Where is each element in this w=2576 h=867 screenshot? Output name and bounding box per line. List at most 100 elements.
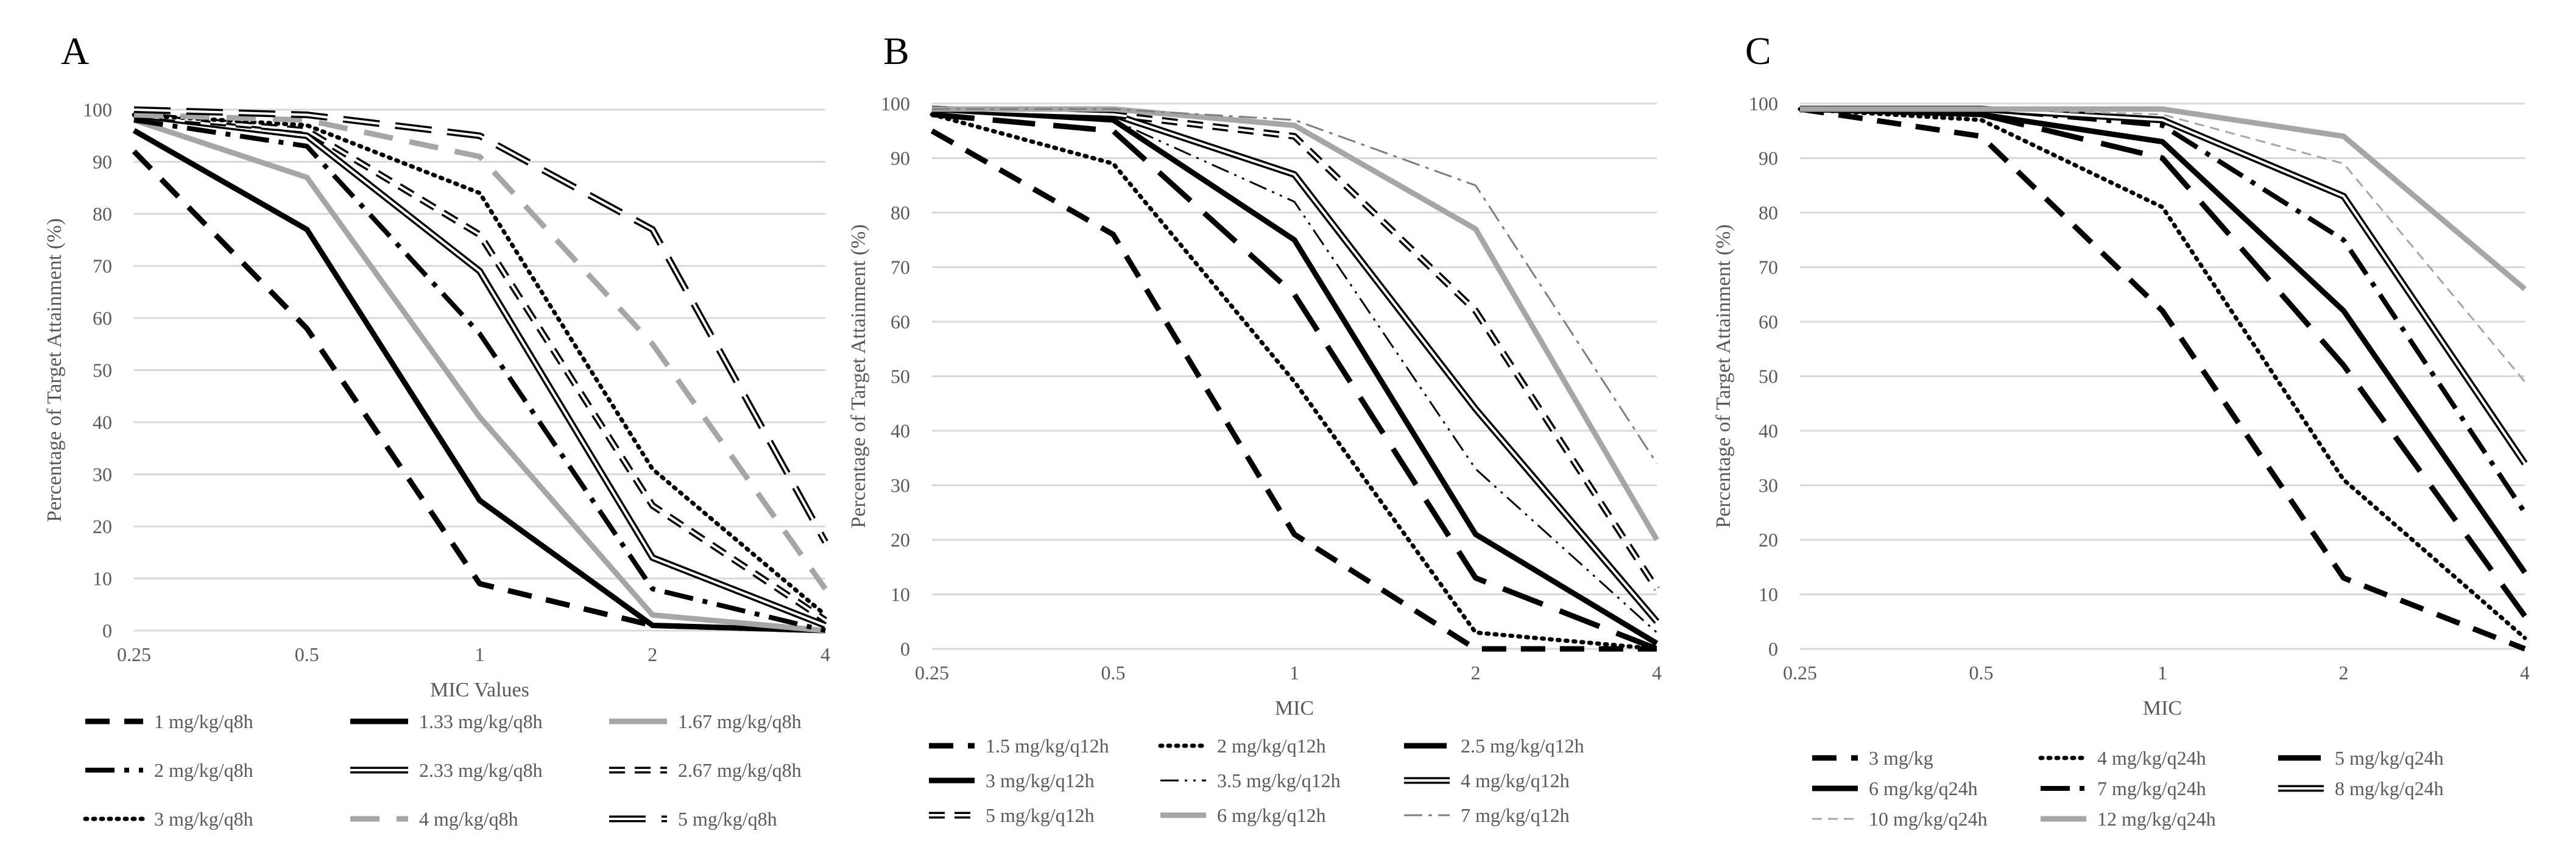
legend-item: 2.67 mg/kg/q8h [609, 759, 802, 781]
series-line [1799, 106, 2527, 618]
y-tick-label: 20 [1759, 529, 1778, 551]
y-tick-label: 30 [891, 475, 910, 497]
x-tick-label: 2 [1471, 662, 1481, 684]
y-tick-label: 80 [1759, 202, 1778, 224]
legend-label: 10 mg/kg/q24h [1869, 808, 1988, 830]
x-tick-label: 0.25 [915, 662, 949, 684]
legend-item: 5 mg/kg/q8h [609, 808, 777, 830]
legend-item: 2 mg/kg/q8h [85, 759, 253, 781]
legend-label: 5 mg/kg/q8h [678, 808, 777, 830]
y-tick-label: 60 [93, 307, 112, 329]
series-path [132, 149, 826, 634]
y-tick-label: 70 [93, 255, 112, 277]
y-tick-label: 70 [1759, 257, 1778, 278]
y-tick-label: 50 [93, 359, 112, 381]
legend-label: 2.5 mg/kg/q12h [1461, 735, 1584, 757]
series-path [133, 108, 827, 543]
legend-label: 1.5 mg/kg/q12h [986, 735, 1109, 757]
legend-item: 12 mg/kg/q24h [2041, 808, 2216, 830]
y-axis-label: Percentage of Target Attainment (%) [43, 218, 66, 522]
series-line [931, 105, 1660, 624]
legend-item: 7 mg/kg/q24h [2041, 777, 2206, 799]
y-axis-label: Percentage of Target Attainment (%) [847, 224, 870, 528]
series-path [931, 108, 1658, 590]
legend-item: 4 mg/kg/q24h [2038, 747, 2206, 769]
y-tick-label: 50 [1759, 366, 1778, 387]
series-line [133, 111, 828, 623]
series-path [931, 108, 1658, 634]
legend-label: 5 mg/kg/q12h [986, 804, 1095, 826]
legend-label: 2.67 mg/kg/q8h [678, 759, 802, 781]
legend-item: 2.5 mg/kg/q12h [1404, 735, 1584, 757]
series-line [932, 106, 1659, 542]
legend-item: 7 mg/kg/q12h [1404, 804, 1570, 826]
y-tick-label: 60 [1759, 311, 1778, 333]
legend-item: 6 mg/kg/q24h [1812, 777, 1978, 799]
series-line [133, 106, 828, 544]
series-path [1799, 106, 2526, 652]
legend-label: 6 mg/kg/q12h [1217, 804, 1326, 826]
legend-item: 5 mg/kg/q24h [2278, 747, 2444, 769]
series-path [931, 106, 1659, 646]
legend-label: 7 mg/kg/q12h [1461, 804, 1570, 826]
x-tick-label: 0.5 [1101, 662, 1126, 684]
x-axis-label: MIC [1275, 697, 1314, 720]
y-tick-label: 20 [891, 529, 910, 551]
series-line [132, 149, 826, 634]
legend-item: 4 mg/kg/q12h [1404, 770, 1570, 791]
series-line [133, 118, 826, 633]
series-line [132, 113, 828, 617]
legend-label: 1 mg/kg/q8h [154, 710, 253, 732]
series-line [1799, 106, 2527, 575]
series-line [1800, 108, 2526, 383]
legend-label: 3.5 mg/kg/q12h [1217, 770, 1341, 791]
legend-label: 4 mg/kg/q12h [1461, 770, 1570, 791]
legend-item: 8 mg/kg/q24h [2278, 777, 2444, 799]
series-line [931, 106, 1659, 646]
series-line [931, 105, 1660, 591]
series-line [133, 117, 826, 634]
series-line [931, 111, 1658, 652]
legend-label: 2 mg/kg/q8h [154, 759, 253, 781]
y-tick-label: 70 [891, 257, 910, 278]
y-tick-label: 0 [102, 620, 112, 642]
legend-label: 12 mg/kg/q24h [2097, 808, 2216, 830]
legend-item: 5 mg/kg/q12h [929, 804, 1095, 826]
panel-letter: B [883, 29, 909, 73]
series-line [930, 128, 1657, 652]
legend-label: 1.33 mg/kg/q8h [419, 710, 543, 732]
chart-panel-b: B 0 10 20 30 40 50 60 70 80 90 100 0.25 0.5 1 2 4 MIC Perc… [847, 29, 1662, 826]
legend-item: 1.33 mg/kg/q8h [350, 710, 543, 732]
y-tick-label: 10 [1759, 584, 1778, 606]
series-line [132, 128, 826, 634]
y-tick-label: 30 [93, 464, 112, 486]
y-tick-label: 20 [93, 515, 112, 537]
series-path [133, 118, 826, 633]
y-tick-label: 80 [93, 203, 112, 225]
y-tick-label: 100 [1749, 93, 1778, 115]
legend-item: 2 mg/kg/q12h [1158, 735, 1326, 757]
series-path [133, 112, 828, 591]
y-tick-label: 90 [93, 151, 112, 173]
x-tick-label: 0.5 [1969, 662, 1994, 684]
y-tick-label: 50 [891, 366, 910, 387]
chart-panel-c: C 0 10 20 30 40 50 60 70 80 90 100 0.25 0.5 1 2 4 MIC Perc… [1712, 29, 2530, 830]
chart-panel-a: A 0 10 20 30 40 50 60 70 80 90 100 0.25 0.5 1 2 4 MIC Val… [43, 29, 830, 830]
legend-label: 3 mg/kg/q8h [154, 808, 253, 830]
series-path [1799, 106, 2527, 618]
y-tick-label: 100 [881, 93, 910, 115]
x-tick-label: 2 [648, 643, 657, 665]
legend-label: 6 mg/kg/q24h [1869, 777, 1978, 799]
panel-letter: C [1745, 29, 1771, 73]
legend-label: 2.33 mg/kg/q8h [419, 759, 543, 781]
x-tick-label: 0.5 [295, 643, 319, 665]
y-tick-label: 80 [891, 202, 910, 224]
legend-item: 2.33 mg/kg/q8h [350, 759, 543, 781]
y-tick-label: 10 [891, 584, 910, 606]
series-path [132, 128, 826, 634]
series-path [1799, 106, 2527, 575]
legend-item: 10 mg/kg/q24h [1812, 808, 1988, 830]
series-line [133, 112, 828, 591]
panel-letter: A [61, 29, 89, 73]
y-tick-label: 90 [891, 147, 910, 169]
